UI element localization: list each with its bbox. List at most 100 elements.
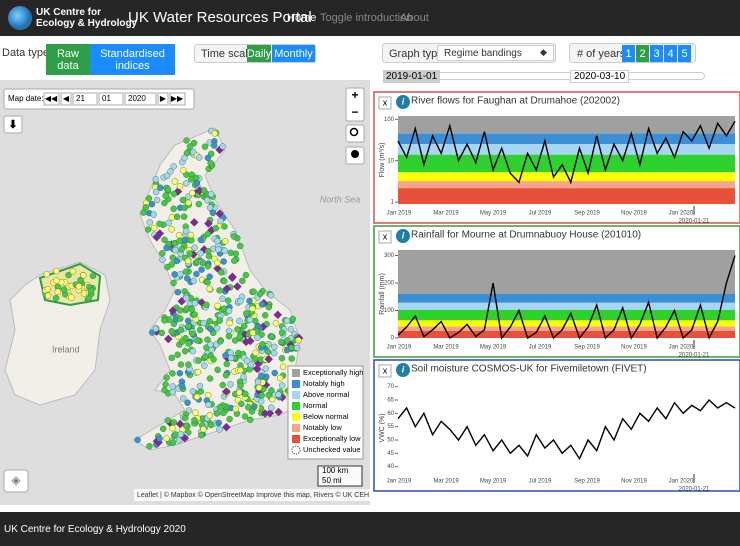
station [222, 372, 230, 379]
close-button[interactable] [378, 230, 392, 244]
station [250, 288, 257, 295]
station [210, 356, 217, 363]
station [161, 386, 168, 394]
station [172, 247, 179, 254]
station [140, 209, 147, 216]
option-button[interactable]: Monthly [272, 45, 315, 62]
station [198, 266, 205, 273]
station [193, 393, 201, 401]
station [176, 370, 184, 377]
layers-icon: ◈ [11, 473, 21, 487]
close-button[interactable] [378, 96, 392, 110]
station [152, 188, 160, 196]
station [226, 319, 233, 327]
station [201, 143, 209, 150]
station [53, 277, 60, 284]
date-button[interactable] [60, 92, 72, 106]
station [207, 190, 215, 198]
x-tick-label: Mar 2019 [433, 345, 459, 351]
option-button[interactable]: Daily [247, 45, 271, 62]
layers-button[interactable] [3, 469, 29, 493]
date-select[interactable] [124, 92, 157, 106]
regime-band [398, 181, 735, 189]
station-diamond [164, 334, 173, 344]
station [159, 425, 167, 432]
station [54, 288, 61, 295]
station [193, 270, 200, 278]
station [167, 168, 174, 175]
station [184, 399, 191, 406]
station [179, 395, 187, 402]
year-button[interactable]: 2 [636, 45, 649, 62]
info-button[interactable] [396, 95, 410, 109]
date-select[interactable] [98, 92, 124, 106]
info-button[interactable] [396, 229, 410, 243]
close-icon: x [383, 231, 388, 241]
nav-link[interactable]: About [400, 12, 429, 24]
legend-swatch [292, 413, 300, 421]
year-button[interactable]: 3 [650, 45, 663, 62]
station [87, 287, 95, 294]
year-button[interactable]: 5 [678, 45, 691, 62]
station [220, 258, 227, 265]
map[interactable]: North Sea Ireland Exceptionally high Nota… [0, 80, 370, 505]
data-line [397, 398, 736, 461]
station [53, 267, 60, 275]
year-button[interactable]: 1 [622, 45, 635, 62]
legend-swatch [292, 391, 300, 399]
range-start: 2019-01-01 [383, 70, 441, 83]
station [69, 268, 77, 275]
control-group: Time scale: Daily Monthly [194, 44, 316, 63]
station [243, 357, 251, 365]
zoom-out[interactable]: − [351, 105, 358, 119]
date-button[interactable] [43, 92, 60, 106]
brand[interactable]: UK Water Resources Portal [128, 9, 312, 26]
option-button[interactable]: Raw data [46, 44, 90, 75]
x-tick-label: Nov 2019 [621, 479, 647, 485]
close-button[interactable] [378, 364, 392, 378]
date-buttons[interactable]: ◀◀ ◀ 21 01 2020 ▶ ▶▶ [43, 92, 186, 106]
station [288, 344, 295, 351]
select[interactable]: Regime bandings [437, 45, 554, 61]
station [188, 176, 195, 183]
year-button[interactable]: 4 [664, 45, 677, 62]
date-button[interactable] [157, 92, 169, 106]
x-tick-label: Nov 2019 [621, 211, 647, 217]
station [252, 349, 259, 357]
select-arrow: ◆ [540, 47, 547, 57]
station [185, 340, 192, 347]
search-button[interactable] [345, 124, 365, 143]
logo-text: UK Centre for Ecology & Hydrology [36, 7, 137, 29]
station [182, 180, 190, 187]
station [184, 275, 191, 282]
zoom-in[interactable]: + [351, 88, 358, 102]
station [206, 273, 213, 280]
x-tick-label: Jan 2019 [387, 211, 412, 217]
nav-link[interactable]: Toggle introduction [320, 12, 413, 24]
chart-title: Soil moisture COSMOS-UK for Fivemiletown… [411, 364, 647, 375]
option-button[interactable]: Standardised indices [90, 44, 175, 75]
station [216, 317, 223, 324]
date-button[interactable] [169, 92, 186, 106]
station [180, 167, 187, 174]
station [77, 276, 84, 284]
station [182, 227, 190, 235]
regime-band [398, 144, 735, 155]
x-tick-label: Jan 2020 [669, 479, 694, 485]
download-button[interactable] [3, 115, 23, 134]
station [218, 269, 225, 276]
x-tick-label: May 2019 [480, 479, 507, 485]
station [191, 300, 199, 307]
station-diamond [241, 337, 251, 347]
control-group: Graph type: Regime bandings ◆ [382, 43, 556, 63]
regime-band [398, 154, 735, 173]
zoom-control[interactable] [345, 87, 365, 122]
station [183, 422, 190, 429]
nav-link[interactable]: Home [287, 12, 317, 24]
x-tick-label: Sep 2019 [574, 211, 600, 217]
date-select[interactable] [72, 92, 98, 106]
station [206, 375, 214, 382]
info-button[interactable] [396, 363, 410, 377]
station [173, 257, 181, 265]
station [219, 143, 226, 150]
